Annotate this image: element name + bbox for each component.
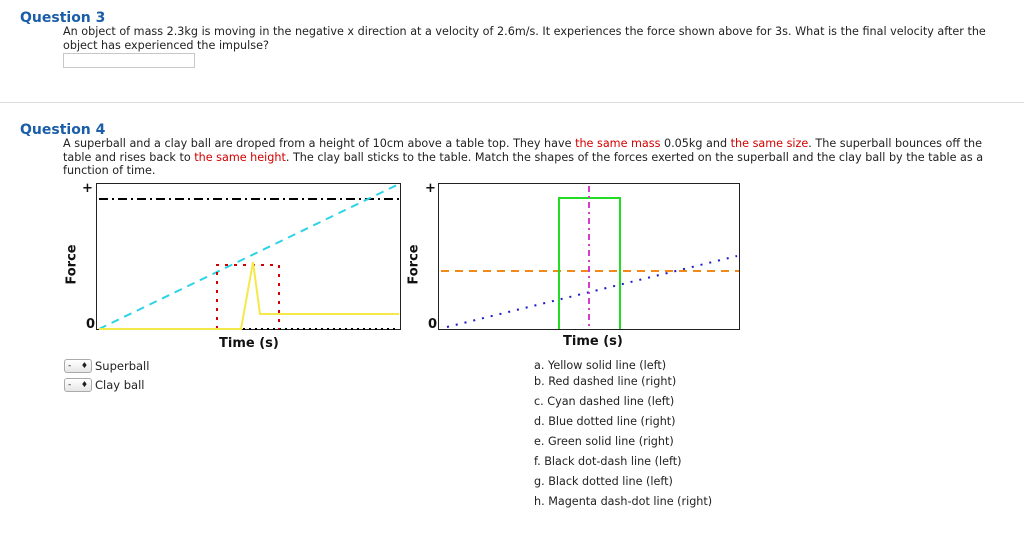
superball-select-row: - ♦ Superball (64, 358, 149, 373)
question-4-text-part-2: 0.05kg and (660, 137, 731, 150)
question-divider (0, 102, 1024, 103)
option-h: h. Magenta dash-dot line (right) (534, 495, 713, 508)
question-3-title: Question 3 (20, 10, 106, 26)
left-plot-x-axis-label: Time (s) (219, 336, 279, 351)
question-3-answer-input[interactable] (63, 53, 195, 68)
right-plot-y-zero: 0 (428, 317, 438, 332)
select-arrows-icon: ♦ (80, 360, 88, 370)
option-f: f. Black dot-dash line (left) (534, 455, 682, 468)
right-plot-x-axis-label: Time (s) (563, 334, 623, 349)
option-g: g. Black dotted line (left) (534, 475, 673, 488)
superball-select-label: Superball (95, 358, 150, 373)
select-arrows-icon: ♦ (80, 379, 88, 389)
right-plot-y-plus: + (425, 181, 436, 196)
question-4-text-part-1: A superball and a clay ball are droped f… (63, 137, 576, 150)
left-plot-y-plus: + (82, 181, 93, 196)
question-4-text-part-4: . The clay ball sticks to the table. Mat… (63, 150, 984, 178)
highlight-same-height: the same height (194, 150, 286, 164)
question-4-text-part-3: . The superball bounces off the table an… (63, 137, 983, 164)
left-plot-y-axis-label: Force (64, 244, 80, 285)
option-a: a. Yellow solid line (left) (534, 359, 667, 372)
yellow-solid-line (99, 261, 399, 330)
cyan-dashed-line (98, 184, 398, 330)
clay-ball-select-label: Clay ball (95, 377, 145, 392)
highlight-same-size: the same size (730, 137, 809, 150)
option-c: c. Cyan dashed line (left) (534, 395, 675, 408)
question-3-text: An object of mass 2.3kg is moving in the… (63, 25, 986, 52)
superball-select[interactable]: - ♦ (64, 358, 92, 373)
right-force-plot (438, 183, 740, 330)
option-d: d. Blue dotted line (right) (534, 415, 676, 428)
clay-ball-select[interactable]: - ♦ (64, 377, 92, 392)
left-force-plot-canvas (98, 184, 399, 330)
option-b: b. Red dashed line (right) (534, 375, 677, 388)
left-force-plot (96, 183, 401, 330)
left-plot-y-zero: 0 (86, 317, 96, 332)
option-e: e. Green solid line (right) (534, 435, 674, 448)
superball-select-value: - (68, 360, 72, 371)
clay-ball-select-value: - (68, 379, 72, 390)
question-4-text: A superball and a clay ball are droped f… (63, 137, 998, 178)
question-4-title: Question 4 (20, 122, 106, 138)
right-force-plot-canvas (441, 186, 739, 329)
blue-dotted-line (446, 255, 738, 328)
clay-ball-select-row: - ♦ Clay ball (64, 377, 144, 392)
red-dotted-box (216, 264, 280, 329)
right-plot-y-axis-label: Force (406, 244, 422, 285)
highlight-same-mass: the same mass (575, 137, 661, 150)
